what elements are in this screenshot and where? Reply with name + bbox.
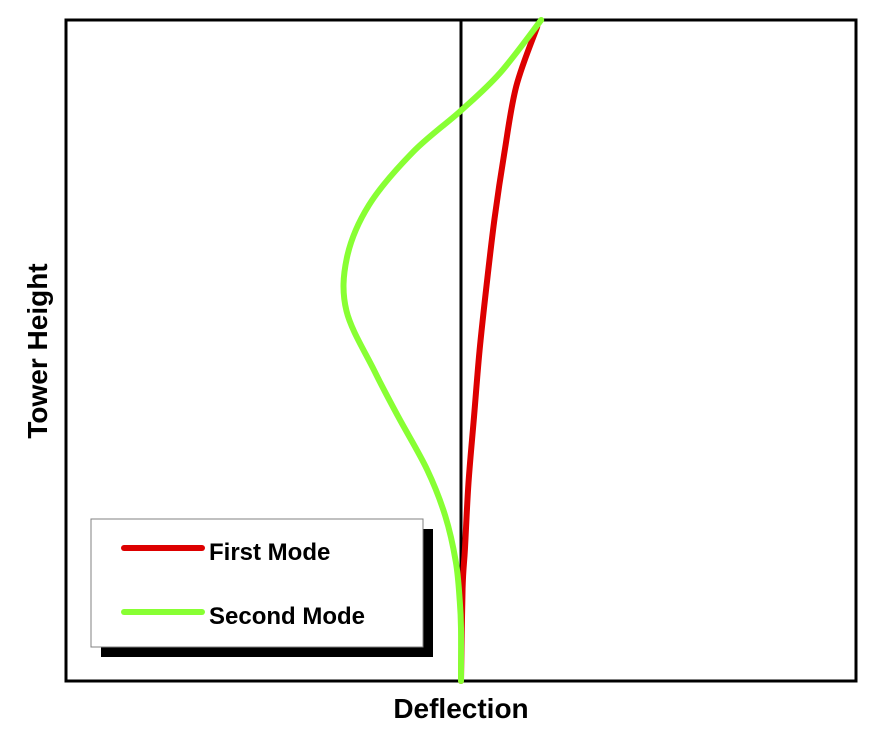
series-line-first-mode <box>458 23 541 684</box>
y-axis-title: Tower Height <box>22 263 53 438</box>
legend: First Mode Second Mode <box>90 518 433 657</box>
x-axis-title: Deflection <box>393 693 528 724</box>
legend-label-first-mode: First Mode <box>209 539 330 566</box>
series-layer <box>340 17 545 684</box>
legend-box <box>90 518 424 648</box>
legend-label-second-mode: Second Mode <box>209 603 365 630</box>
series-line-second-mode <box>340 17 545 684</box>
